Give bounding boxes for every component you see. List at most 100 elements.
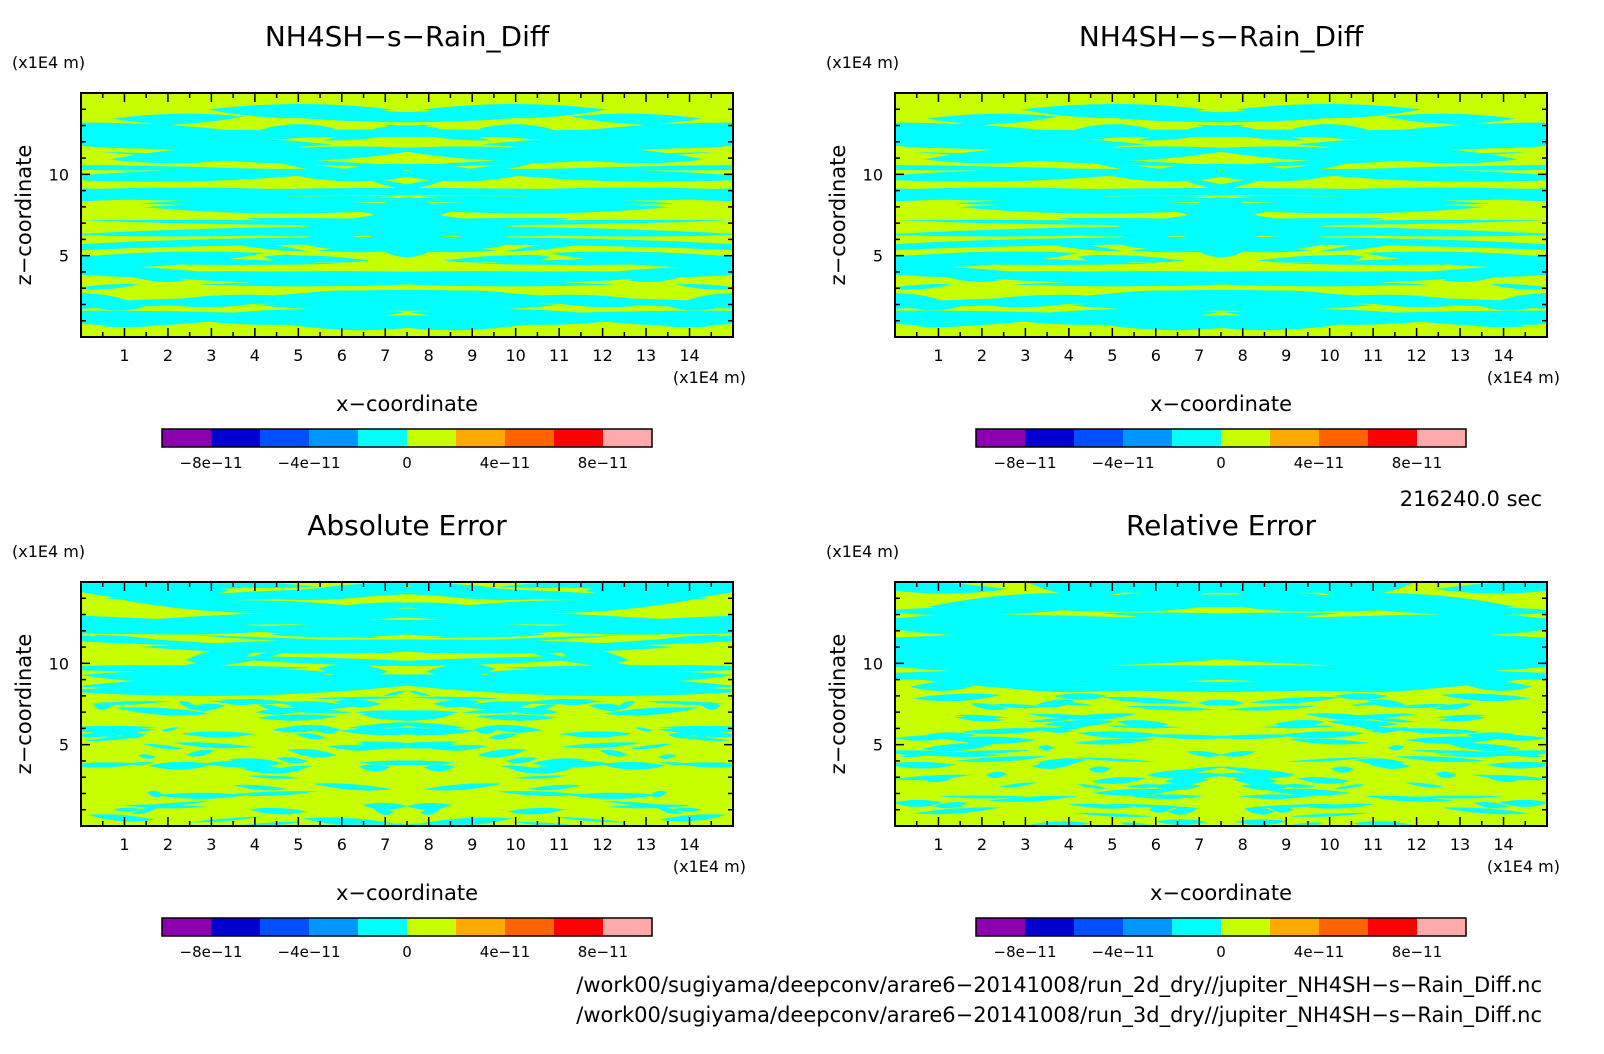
contour-band	[1054, 693, 1108, 700]
contour-band	[669, 735, 730, 742]
contour-band	[112, 807, 142, 812]
contour-band	[895, 640, 1262, 656]
contour-band	[367, 760, 457, 766]
contour-band	[675, 284, 733, 290]
contour-band	[1232, 777, 1278, 785]
x-tick-label: 13	[636, 346, 656, 365]
contour-band	[1186, 202, 1485, 214]
contour-band	[249, 314, 342, 329]
x-tick-label: 2	[977, 346, 987, 365]
contour-belt	[81, 129, 733, 143]
contour-band	[895, 119, 1030, 133]
contour-band	[399, 591, 711, 601]
contour-band	[1315, 582, 1414, 597]
contour-band	[321, 163, 422, 178]
contour-band	[84, 735, 145, 742]
contour-band	[1334, 784, 1365, 789]
contour-band	[987, 795, 1078, 802]
contour-band	[367, 712, 455, 721]
contour-band	[895, 311, 1064, 326]
contour-band	[1405, 736, 1498, 744]
colorbar-segment	[976, 918, 1025, 936]
y-axis-label: z−coordinate	[12, 634, 36, 775]
contour-band	[103, 591, 415, 601]
colorbar-segment	[1123, 918, 1172, 936]
contour-band	[1080, 628, 1475, 648]
contour-band	[490, 254, 551, 264]
contour-band	[1028, 582, 1127, 597]
colorbar-label: 0	[1216, 454, 1226, 472]
contour-band	[895, 265, 1042, 278]
contour-band	[383, 690, 407, 696]
contour-belt	[81, 187, 733, 202]
x-tick-label: 11	[549, 346, 569, 365]
contour-band	[459, 168, 733, 182]
x-tick-label: 6	[1151, 346, 1161, 365]
contour-band	[180, 731, 256, 738]
contour-band	[335, 656, 611, 666]
contour-band	[895, 168, 1169, 182]
contour-band	[122, 804, 208, 809]
contour-band	[600, 761, 667, 770]
contour-band	[1135, 163, 1236, 178]
contour-band	[1129, 794, 1204, 800]
contour-band	[536, 146, 705, 164]
y-tick-label: 10	[49, 654, 69, 673]
contour-band	[910, 681, 982, 691]
contour-band	[379, 271, 646, 287]
x-tick-label: 7	[380, 346, 390, 365]
colorbar-frame	[975, 428, 1467, 448]
contour-band	[1364, 760, 1411, 769]
contour-band	[1409, 750, 1506, 755]
contour-band	[926, 113, 1058, 124]
contour-band	[472, 314, 565, 329]
contour-band	[635, 727, 653, 732]
contour-band	[276, 757, 309, 764]
x-axis-label: x−coordinate	[336, 881, 478, 905]
colorbar-segment	[1123, 429, 1172, 447]
contour-band	[585, 582, 692, 595]
colorbar-segment	[309, 429, 358, 447]
contour-band	[1307, 803, 1375, 809]
panel-title: Absolute Error	[307, 509, 507, 542]
contour-band	[478, 668, 656, 684]
contour-band	[1116, 720, 1169, 728]
field-4	[895, 582, 1547, 826]
colorbar-label: 0	[402, 943, 412, 961]
colorbar-segment	[603, 429, 652, 447]
contour-band	[657, 727, 733, 734]
contour-band	[1273, 720, 1326, 728]
contour-band	[287, 748, 337, 758]
contour-band	[1471, 774, 1547, 781]
time-label: 216240.0 sec	[1400, 487, 1542, 511]
colorbar-label: −8e−11	[180, 943, 243, 961]
contour-band	[1043, 719, 1116, 728]
contour-band	[315, 726, 341, 734]
contour-band	[256, 714, 338, 721]
contour-band	[1440, 693, 1530, 702]
contour-band	[1021, 103, 1206, 119]
contour-band	[460, 701, 536, 710]
colorbar-segment	[1417, 918, 1466, 936]
contour-band	[81, 251, 266, 268]
contour-band	[317, 609, 673, 623]
x-tick-label: 14	[1493, 835, 1513, 854]
contour-band	[484, 725, 543, 733]
x-tick-label: 13	[1450, 346, 1470, 365]
contour-band	[501, 765, 545, 772]
contour-band	[1076, 665, 1439, 683]
contour-band	[895, 582, 1008, 594]
contour-band	[1037, 745, 1055, 751]
contour-band	[1049, 701, 1093, 706]
x-tick-label: 10	[505, 835, 525, 854]
contour-band	[551, 816, 628, 823]
contour-band	[228, 791, 317, 796]
contour-band	[1353, 606, 1547, 616]
contour-band	[656, 807, 683, 814]
x-tick-label: 7	[380, 835, 390, 854]
contour-band	[1067, 803, 1135, 809]
colorbar-segment	[1074, 918, 1123, 936]
contour-band	[1073, 812, 1153, 817]
contour-band	[1146, 772, 1230, 779]
